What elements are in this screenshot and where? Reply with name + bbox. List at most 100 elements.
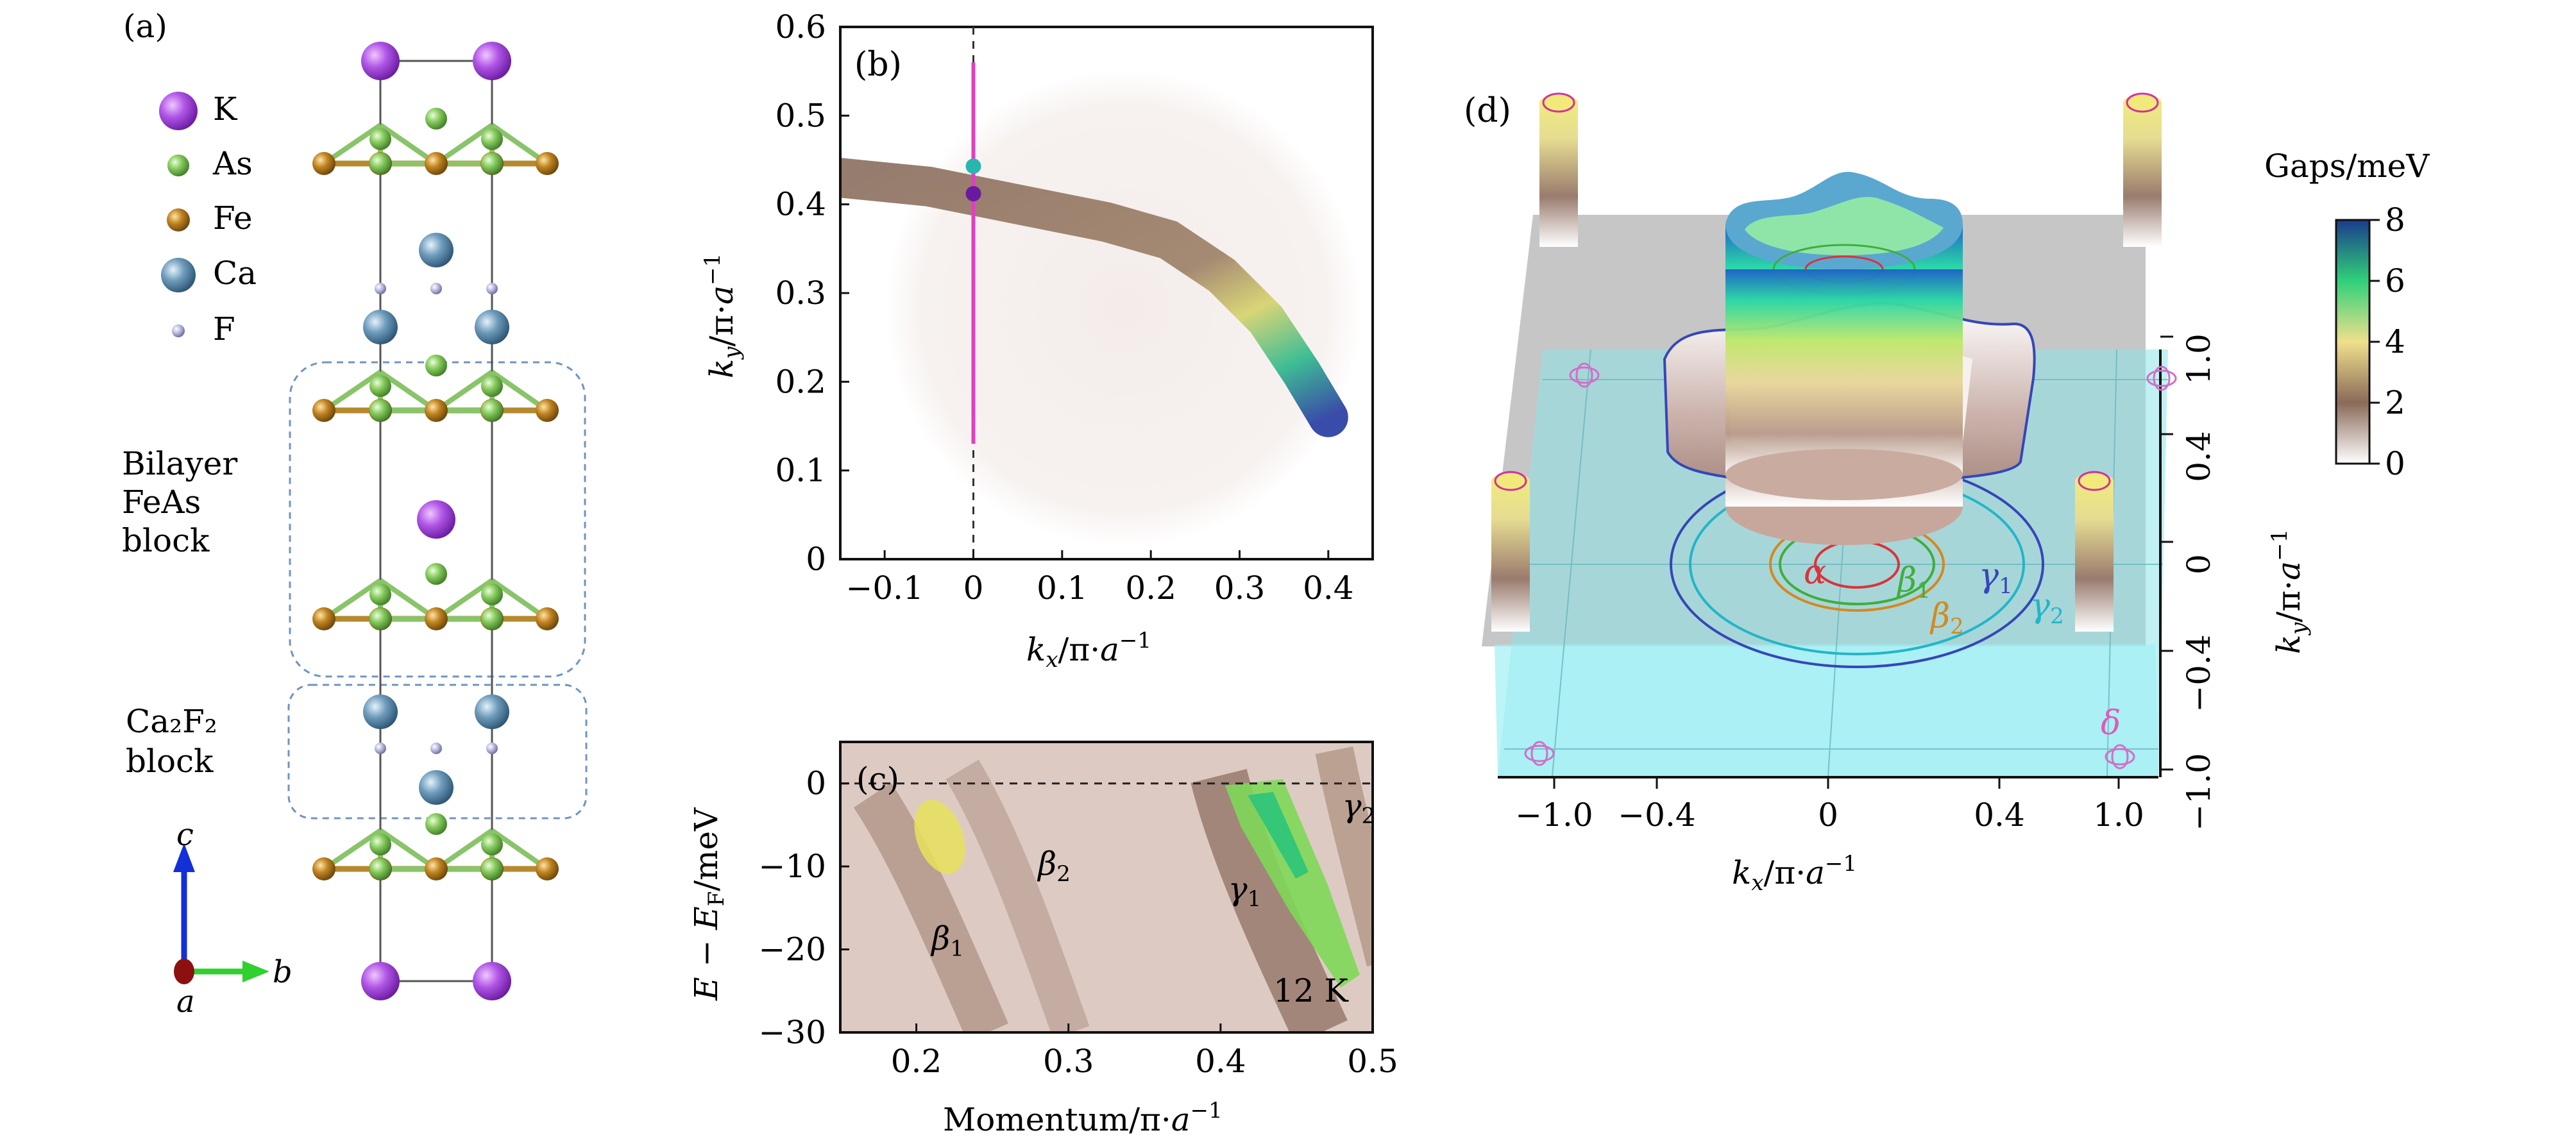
delta-loops — [1524, 362, 2177, 770]
d-xtick-label: 1.0 — [2093, 796, 2144, 834]
colorbar-tick-label: 4 — [2385, 323, 2405, 360]
panel-d: (d) — [1464, 92, 2430, 896]
cut-markers — [965, 158, 981, 202]
atom-f — [375, 283, 386, 294]
legend-f-label: F — [213, 310, 235, 348]
delta-pillar-top-right — [2123, 92, 2162, 247]
atom-f — [375, 743, 386, 754]
panel-d-ticks: −1.0 −0.4 0 0.4 1.0 −1.0 −0.4 0 0.4 1.0 — [1515, 333, 2217, 834]
atom-as — [369, 858, 391, 880]
axis-b-label: b — [273, 954, 292, 990]
atom-ca — [475, 694, 509, 729]
d-ytick-label: −1.0 — [2180, 753, 2217, 830]
c-band-label: β2 — [1037, 845, 1071, 887]
panel-c-xlabel: Momentum/π·a−1 — [943, 1098, 1223, 1138]
atom-as — [369, 834, 391, 855]
c-xtick-label: 0.4 — [1195, 1043, 1246, 1080]
axis-c-label: c — [176, 817, 194, 853]
atom-f — [486, 283, 498, 294]
panel-a: (a) K As Fe Ca F Bilayer FeAs block Ca₂F… — [122, 8, 588, 1020]
panel-c: 0.2 0.3 0.4 0.5 −30 −20 −10 0 β1 β2 γ1 γ2 (c) 12 K… — [688, 741, 1398, 1138]
atom-k — [473, 42, 511, 80]
panel-c-heatmap — [840, 742, 1373, 1032]
bilayer-block-line2: FeAs — [122, 484, 201, 521]
arpes-band-b — [840, 158, 1348, 437]
panel-c-temperature: 12 K — [1273, 972, 1350, 1009]
legend-k-label: K — [213, 90, 238, 128]
atom-ca — [475, 310, 509, 344]
c-ytick-label: −20 — [758, 931, 826, 968]
fs-label-α: α — [1804, 553, 1826, 592]
panel-c-label: (c) — [856, 761, 899, 798]
atom-fe — [425, 152, 448, 175]
atom-as — [369, 153, 391, 174]
d-ytick-label: −0.4 — [2180, 634, 2217, 712]
b-xtick-label: 0.3 — [1214, 569, 1266, 607]
legend-ca-swatch — [161, 258, 196, 292]
panel-d-label: (d) — [1464, 92, 1511, 130]
b-xtick-label: 0.2 — [1125, 569, 1176, 607]
panel-d-xlabel: kx/π·a−1 — [1732, 851, 1857, 896]
colorbar-tick-label: 8 — [2385, 201, 2405, 239]
b-xtick-label: 0.4 — [1303, 569, 1354, 607]
b-xtick-label: 0.1 — [1037, 569, 1088, 607]
ca2f2-block-box — [287, 684, 588, 820]
fermi-surface-plane-lower — [1495, 644, 2158, 776]
legend-f-swatch — [172, 324, 185, 337]
b-ytick-label: 0 — [806, 541, 826, 578]
atom-f — [486, 743, 498, 754]
d-ytick-label: 1.0 — [2180, 333, 2217, 385]
gamma1-core — [1248, 792, 1309, 879]
atom-fe — [312, 399, 335, 422]
b-ytick-label: 0.4 — [775, 186, 826, 223]
atom-k — [361, 42, 400, 80]
fs-label-β2: β2 — [1929, 597, 1964, 639]
legend-as-label: As — [212, 145, 253, 182]
atom-as — [425, 813, 447, 835]
atom-fe — [425, 857, 448, 880]
panel-c-ticks: 0.2 0.3 0.4 0.5 −30 −20 −10 0 — [758, 765, 1398, 1080]
b-ytick-label: 0.3 — [775, 274, 826, 312]
atom-fe — [536, 152, 559, 175]
panel-c-ylabel: E − EF/meV — [688, 807, 729, 1001]
b-xtick-label: −0.1 — [845, 569, 923, 607]
panel-b-label: (b) — [854, 46, 902, 84]
delta-pillar-mid-left — [1491, 471, 1530, 632]
c-xtick-label: 0.5 — [1347, 1043, 1398, 1080]
atom-as — [481, 375, 503, 397]
beta2-band — [945, 759, 1090, 1032]
b-ytick-label: 0.5 — [775, 97, 826, 134]
atom-as — [481, 858, 503, 880]
ca2f2-block-line1: Ca₂F₂ — [126, 703, 217, 740]
delta-pillar-mid-right — [2075, 471, 2114, 632]
legend-ca-label: Ca — [213, 255, 257, 292]
cut-marker-0 — [965, 158, 981, 174]
ca2f2-block-line2: block — [126, 743, 214, 780]
atom-fe — [312, 152, 335, 175]
atom-fe — [312, 607, 335, 630]
panel-d-ylabel: ky/π·a−1 — [2267, 529, 2312, 654]
legend-k-swatch — [159, 92, 198, 130]
colorbar-tick-label: 6 — [2385, 262, 2405, 299]
fs-label-γ1: γ1 — [1979, 557, 2013, 599]
d-xtick-label: 0.4 — [1974, 796, 2025, 834]
c-ytick-label: 0 — [806, 765, 826, 802]
axis-a-label: a — [176, 984, 195, 1020]
atom-k — [361, 962, 400, 1000]
colorbar-ticks: 0 2 4 6 8 — [2369, 201, 2405, 482]
atom-as — [369, 608, 391, 630]
c-ytick-label: −30 — [758, 1014, 826, 1051]
cut-marker-1 — [965, 186, 981, 202]
atom-ca — [363, 310, 398, 344]
b-ytick-label: 0.6 — [775, 8, 826, 46]
beta1-band — [853, 782, 1009, 1032]
gamma2-band — [1315, 746, 1373, 967]
c-band-label: γ1 — [1228, 870, 1262, 912]
atom-as — [369, 375, 391, 397]
c-xtick-label: 0.3 — [1043, 1043, 1094, 1080]
gap-ring-gamma — [1663, 269, 2036, 500]
atom-as — [369, 584, 391, 605]
panel-b-xlabel: kx/π·a−1 — [1026, 628, 1151, 673]
